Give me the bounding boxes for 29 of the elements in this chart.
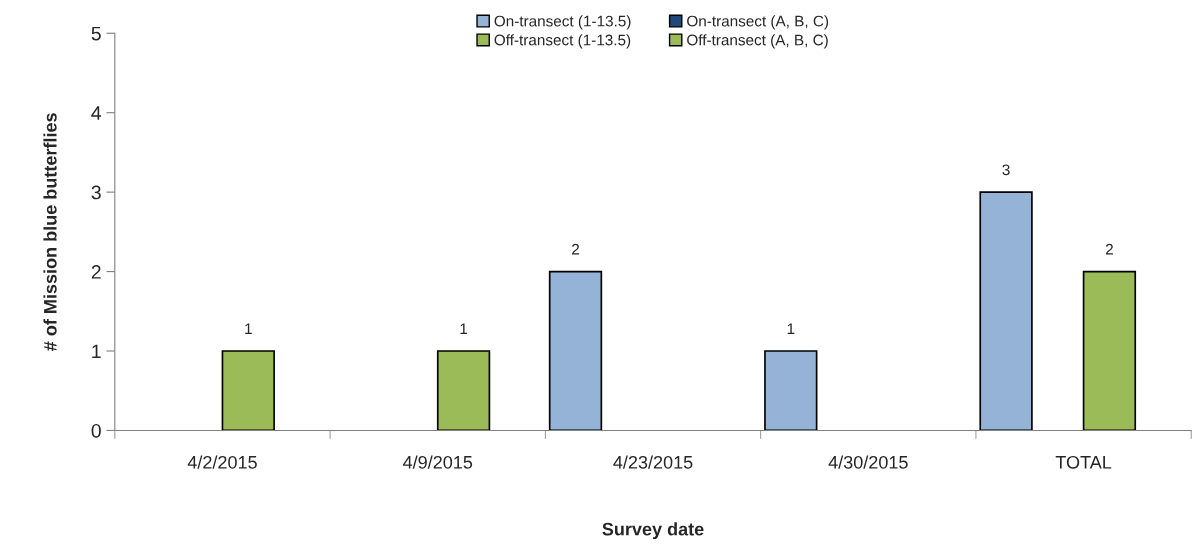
y-axis-title: # of Mission blue butterflies: [43, 113, 57, 351]
x-tick-label: 4/30/2015: [828, 455, 908, 469]
data-label: 1: [787, 323, 795, 334]
bar: [221, 350, 275, 431]
data-label: 2: [1105, 243, 1113, 255]
y-tick-label: 5: [91, 26, 101, 41]
data-label: 1: [460, 323, 468, 334]
y-tick-label: 1: [92, 344, 101, 359]
x-axis-title: Survey date: [602, 522, 704, 540]
y-tick-label: 3: [91, 185, 101, 200]
data-label: 3: [1002, 164, 1010, 176]
x-tick-label: 4/2/2015: [187, 455, 257, 469]
bar: [764, 350, 818, 431]
legend-label: Off-transect (A, B, C): [687, 34, 828, 49]
y-tick-label: 0: [91, 423, 101, 438]
bar: [1082, 270, 1137, 431]
legend-label: Off-transect (1-13.5): [494, 34, 631, 49]
bar: [979, 191, 1033, 431]
x-tick-label: TOTAL: [1055, 455, 1112, 469]
bar: [548, 270, 603, 431]
y-tick-label: 2: [91, 265, 101, 279]
bar: [436, 350, 491, 431]
legend-label: On-transect (A, B, C): [687, 15, 829, 30]
data-label: 2: [572, 243, 579, 255]
y-tick-label: 4: [91, 106, 102, 120]
x-tick-label: 4/9/2015: [403, 455, 473, 469]
x-tick-label: 4/23/2015: [613, 455, 693, 469]
data-label: 1: [245, 323, 252, 334]
legend-label: On-transect (1-13.5): [494, 15, 631, 30]
